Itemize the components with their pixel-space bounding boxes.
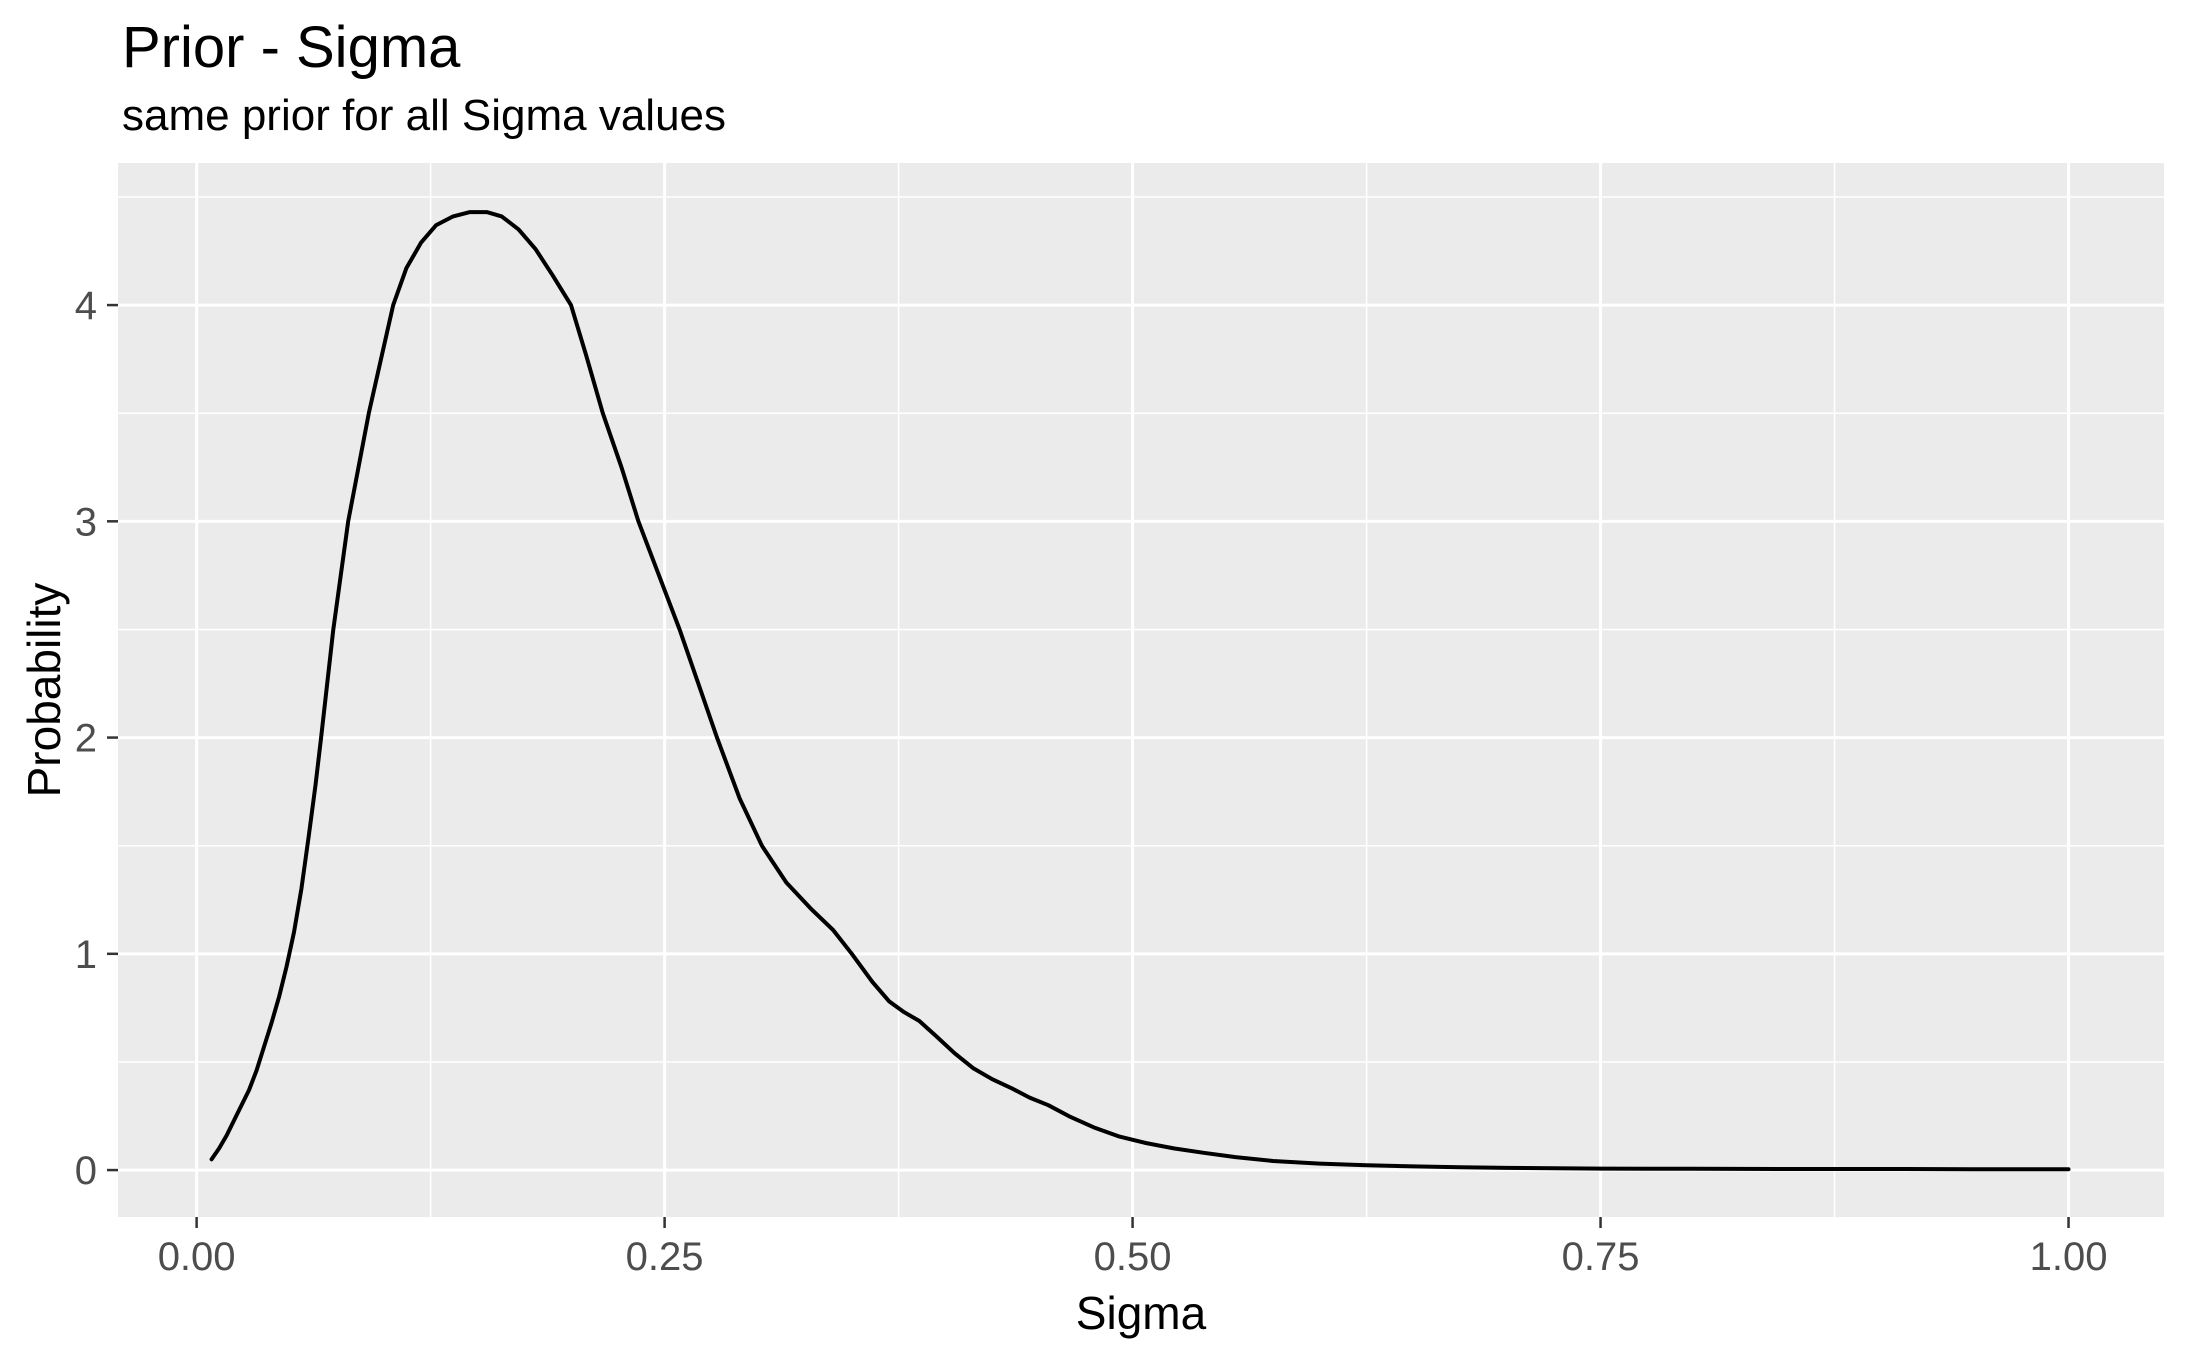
x-tick-label: 0.25: [626, 1235, 704, 1279]
plot-panel: [118, 163, 2164, 1217]
plot-title: Prior - Sigma: [122, 15, 461, 80]
y-axis-title: Probability: [18, 582, 70, 798]
density-curve: [209, 210, 2071, 1172]
y-tick-label: 1: [75, 933, 97, 977]
x-tick-label: 0.50: [1094, 1235, 1172, 1279]
y-tick-label: 0: [75, 1149, 97, 1193]
y-tick-label: 3: [75, 500, 97, 544]
x-tick-label: 0.00: [158, 1235, 236, 1279]
x-tick-label: 1.00: [2030, 1235, 2108, 1279]
y-tick-label: 4: [75, 284, 97, 328]
x-tick-label: 0.75: [1562, 1235, 1640, 1279]
y-tick-label: 2: [75, 717, 97, 761]
plot-subtitle: same prior for all Sigma values: [122, 91, 727, 140]
x-axis-title: Sigma: [1075, 1287, 1207, 1339]
